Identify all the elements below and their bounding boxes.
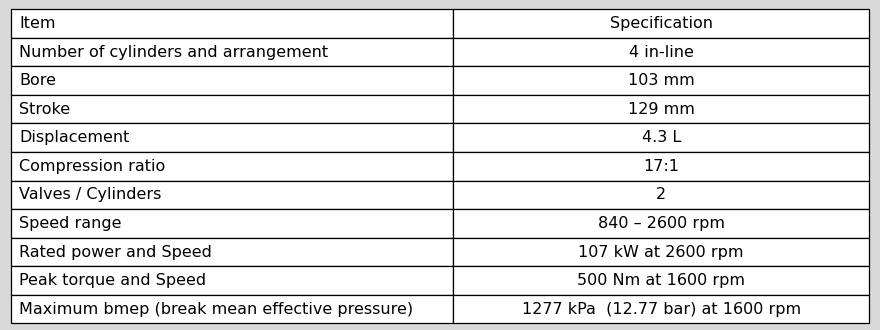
Text: Peak torque and Speed: Peak torque and Speed: [19, 273, 207, 288]
Bar: [453, 209, 869, 238]
Text: 103 mm: 103 mm: [627, 73, 694, 88]
Text: Number of cylinders and arrangement: Number of cylinders and arrangement: [19, 45, 328, 60]
Bar: [11, 295, 453, 323]
Bar: [11, 38, 453, 66]
Bar: [11, 66, 453, 95]
Text: Valves / Cylinders: Valves / Cylinders: [19, 187, 162, 202]
Bar: [453, 238, 869, 266]
Text: 4 in-line: 4 in-line: [628, 45, 693, 60]
Text: Speed range: Speed range: [19, 216, 121, 231]
Bar: [453, 181, 869, 209]
Bar: [11, 209, 453, 238]
Bar: [453, 123, 869, 152]
Bar: [11, 123, 453, 152]
Bar: [11, 266, 453, 295]
Text: 107 kW at 2600 rpm: 107 kW at 2600 rpm: [578, 245, 744, 259]
Text: Stroke: Stroke: [19, 102, 70, 117]
Text: 500 Nm at 1600 rpm: 500 Nm at 1600 rpm: [577, 273, 745, 288]
Text: 17:1: 17:1: [643, 159, 679, 174]
Bar: [453, 95, 869, 123]
Bar: [453, 266, 869, 295]
Bar: [11, 9, 453, 38]
Bar: [11, 181, 453, 209]
Bar: [453, 38, 869, 66]
Bar: [453, 295, 869, 323]
Bar: [11, 95, 453, 123]
Text: Specification: Specification: [610, 16, 713, 31]
Text: 4.3 L: 4.3 L: [642, 130, 681, 145]
Text: 840 – 2600 rpm: 840 – 2600 rpm: [598, 216, 724, 231]
Bar: [11, 238, 453, 266]
Text: 1277 kPa  (12.77 bar) at 1600 rpm: 1277 kPa (12.77 bar) at 1600 rpm: [522, 302, 801, 316]
Text: Displacement: Displacement: [19, 130, 129, 145]
Text: Item: Item: [19, 16, 55, 31]
Text: Bore: Bore: [19, 73, 56, 88]
Bar: [453, 66, 869, 95]
Text: Rated power and Speed: Rated power and Speed: [19, 245, 212, 259]
Text: 129 mm: 129 mm: [627, 102, 694, 117]
Bar: [11, 152, 453, 181]
Bar: [453, 9, 869, 38]
Bar: [453, 152, 869, 181]
Text: Maximum bmep (break mean effective pressure): Maximum bmep (break mean effective press…: [19, 302, 414, 316]
Text: 2: 2: [656, 187, 666, 202]
Text: Compression ratio: Compression ratio: [19, 159, 165, 174]
